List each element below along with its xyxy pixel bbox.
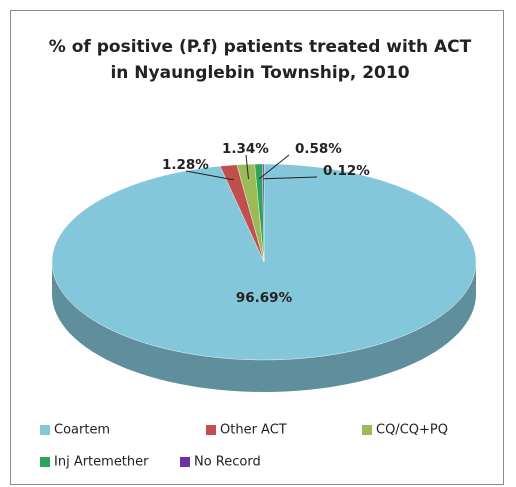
slice-side <box>52 262 476 392</box>
leader-line <box>259 154 290 180</box>
legend-swatch <box>40 425 50 435</box>
data-label: 1.28% <box>162 157 209 173</box>
data-label: 0.58% <box>295 141 342 157</box>
leader-line <box>245 154 250 180</box>
data-label: 96.69% <box>236 290 293 306</box>
legend-swatch <box>180 457 190 467</box>
legend-label: CQ/CQ+PQ <box>376 423 448 438</box>
data-label: 1.34% <box>222 141 269 157</box>
data-label: 0.12% <box>323 163 370 179</box>
legend-swatch <box>40 457 50 467</box>
slice <box>262 163 265 263</box>
legend-label: Inj Artemether <box>54 455 149 470</box>
chart-frame <box>10 10 504 485</box>
leader-line <box>185 170 234 181</box>
legend-swatch <box>206 425 216 435</box>
leader-line <box>263 176 318 180</box>
legend-label: Coartem <box>54 423 110 438</box>
chart-title: % of positive (P.f) patients treated wit… <box>48 37 472 83</box>
legend-label: Other ACT <box>220 423 287 438</box>
legend-label: No Record <box>194 455 261 470</box>
legend-swatch <box>362 425 372 435</box>
